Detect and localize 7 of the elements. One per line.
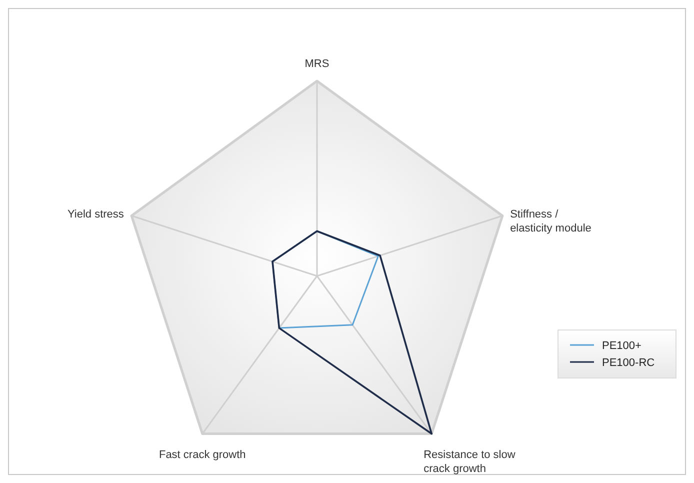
legend-label: PE100-RC	[602, 357, 655, 369]
spoke-label: Fast crack growth	[158, 449, 246, 462]
spoke-label: Stiffness / elasticity module	[510, 208, 592, 234]
legend-label: PE100+	[602, 340, 642, 352]
spoke-label: Resistance to slow crack growth	[424, 449, 516, 476]
spoke-label: Yield stress	[67, 208, 124, 220]
spoke-label: MRS	[304, 58, 330, 70]
